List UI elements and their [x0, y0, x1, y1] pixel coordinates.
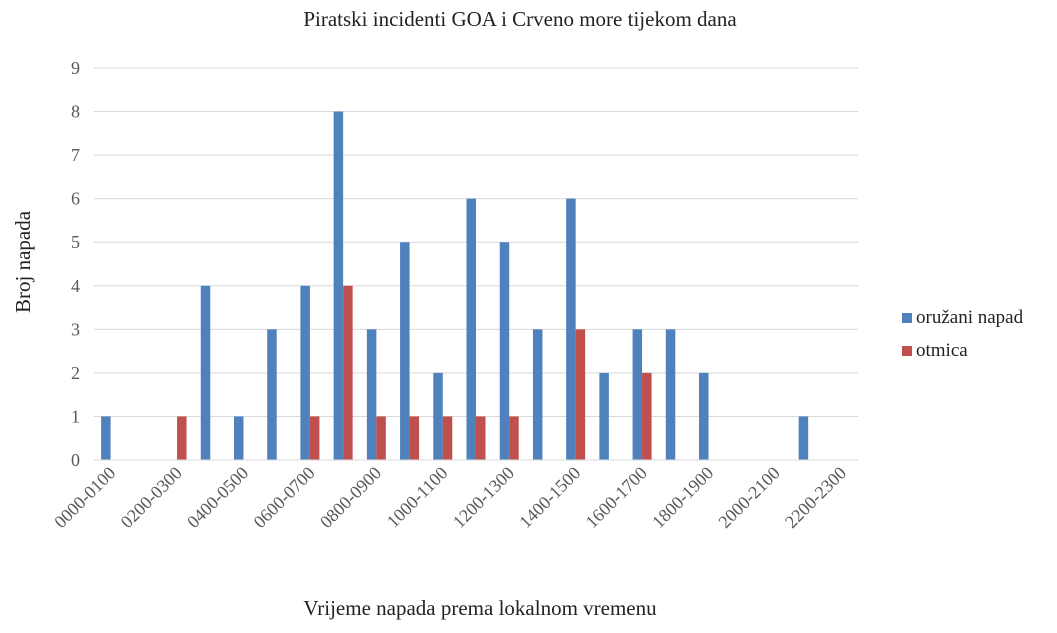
y-tick-label: 8 [71, 102, 80, 122]
bar-oruzani-napad-1800-1900 [699, 372, 709, 460]
y-tick-label: 7 [71, 145, 80, 165]
bar-oruzani-napad-0300-0400 [200, 285, 211, 460]
bars [101, 111, 809, 461]
x-tick-label: 1000-1100 [383, 463, 452, 532]
y-tick-label: 5 [71, 232, 80, 252]
x-tick-label: 0800-0900 [316, 463, 385, 532]
bar-oruzani-napad-1500-1600 [599, 372, 609, 460]
y-axis-tick-labels: 0 1 2 3 4 5 6 7 8 9 [71, 58, 80, 470]
bar-otmica-1600-1700 [642, 372, 652, 460]
bar-otmica-0900-1000 [409, 416, 420, 460]
x-tick-label: 0600-0700 [249, 463, 318, 532]
legend-swatch-red [902, 346, 912, 356]
legend-item-series-2: otmica [902, 339, 1023, 363]
bar-oruzani-napad-0600-0700 [300, 285, 310, 460]
chart-title: Piratski incidenti GOA i Crveno more tij… [303, 7, 737, 31]
x-tick-label: 0000-0100 [50, 463, 119, 532]
x-axis-label: Vrijeme napada prema lokalnom vremenu [303, 596, 657, 620]
bar-otmica-0700-0800 [343, 285, 353, 460]
x-tick-label: 0200-0300 [117, 463, 186, 532]
bar-oruzani-napad-0900-1000 [400, 242, 410, 460]
legend-label: otmica [916, 340, 968, 361]
x-tick-label: 1200-1300 [449, 463, 518, 532]
y-tick-label: 9 [71, 58, 80, 78]
bar-otmica-0200-0300 [177, 416, 187, 460]
bar-oruzani-napad-2100-2200 [798, 416, 809, 460]
y-tick-label: 2 [71, 363, 80, 383]
x-tick-label: 1400-1500 [515, 463, 584, 532]
bar-oruzani-napad-1000-1100 [433, 372, 443, 460]
y-tick-label: 0 [71, 450, 80, 470]
bar-oruzani-napad-0800-0900 [366, 329, 377, 460]
bar-oruzani-napad-0000-0100 [101, 416, 111, 460]
bar-oruzani-napad-1300-1400 [532, 329, 543, 460]
bar-otmica-0600-0700 [309, 416, 320, 460]
bar-oruzani-napad-1600-1700 [632, 329, 643, 460]
bar-oruzani-napad-0500-0600 [267, 329, 277, 460]
x-tick-label: 1600-1700 [582, 463, 651, 532]
x-tick-label: 0400-0500 [183, 463, 252, 532]
y-tick-label: 3 [71, 319, 80, 339]
bar-oruzani-napad-0700-0800 [333, 111, 344, 460]
bar-otmica-1100-1200 [476, 416, 486, 460]
bar-otmica-1200-1300 [509, 416, 519, 460]
bar-oruzani-napad-1400-1500 [566, 198, 576, 461]
bar-otmica-1000-1100 [442, 416, 453, 460]
legend-swatch-blue [902, 313, 912, 323]
legend: oružani napad otmica [902, 306, 1023, 372]
bar-otmica-1400-1500 [575, 329, 586, 460]
x-tick-label: 2200-2300 [781, 463, 850, 532]
x-tick-label: 1800-1900 [648, 463, 717, 532]
legend-item-series-1: oružani napad [902, 306, 1023, 330]
bar-oruzani-napad-1200-1300 [499, 242, 510, 460]
y-axis-label: Broj napada [11, 210, 35, 313]
bar-otmica-0800-0900 [376, 416, 386, 460]
x-axis-tick-labels: 0000-01000200-03000400-05000600-07000800… [50, 463, 850, 532]
x-tick-label: 2000-2100 [714, 463, 783, 532]
legend-label: oružani napad [916, 307, 1024, 328]
bar-oruzani-napad-0400-0500 [233, 416, 244, 460]
y-tick-label: 6 [71, 189, 80, 209]
bar-oruzani-napad-1100-1200 [466, 198, 476, 461]
bar-oruzani-napad-1700-1800 [665, 329, 676, 460]
y-tick-label: 1 [71, 406, 80, 426]
y-tick-label: 4 [71, 276, 80, 296]
